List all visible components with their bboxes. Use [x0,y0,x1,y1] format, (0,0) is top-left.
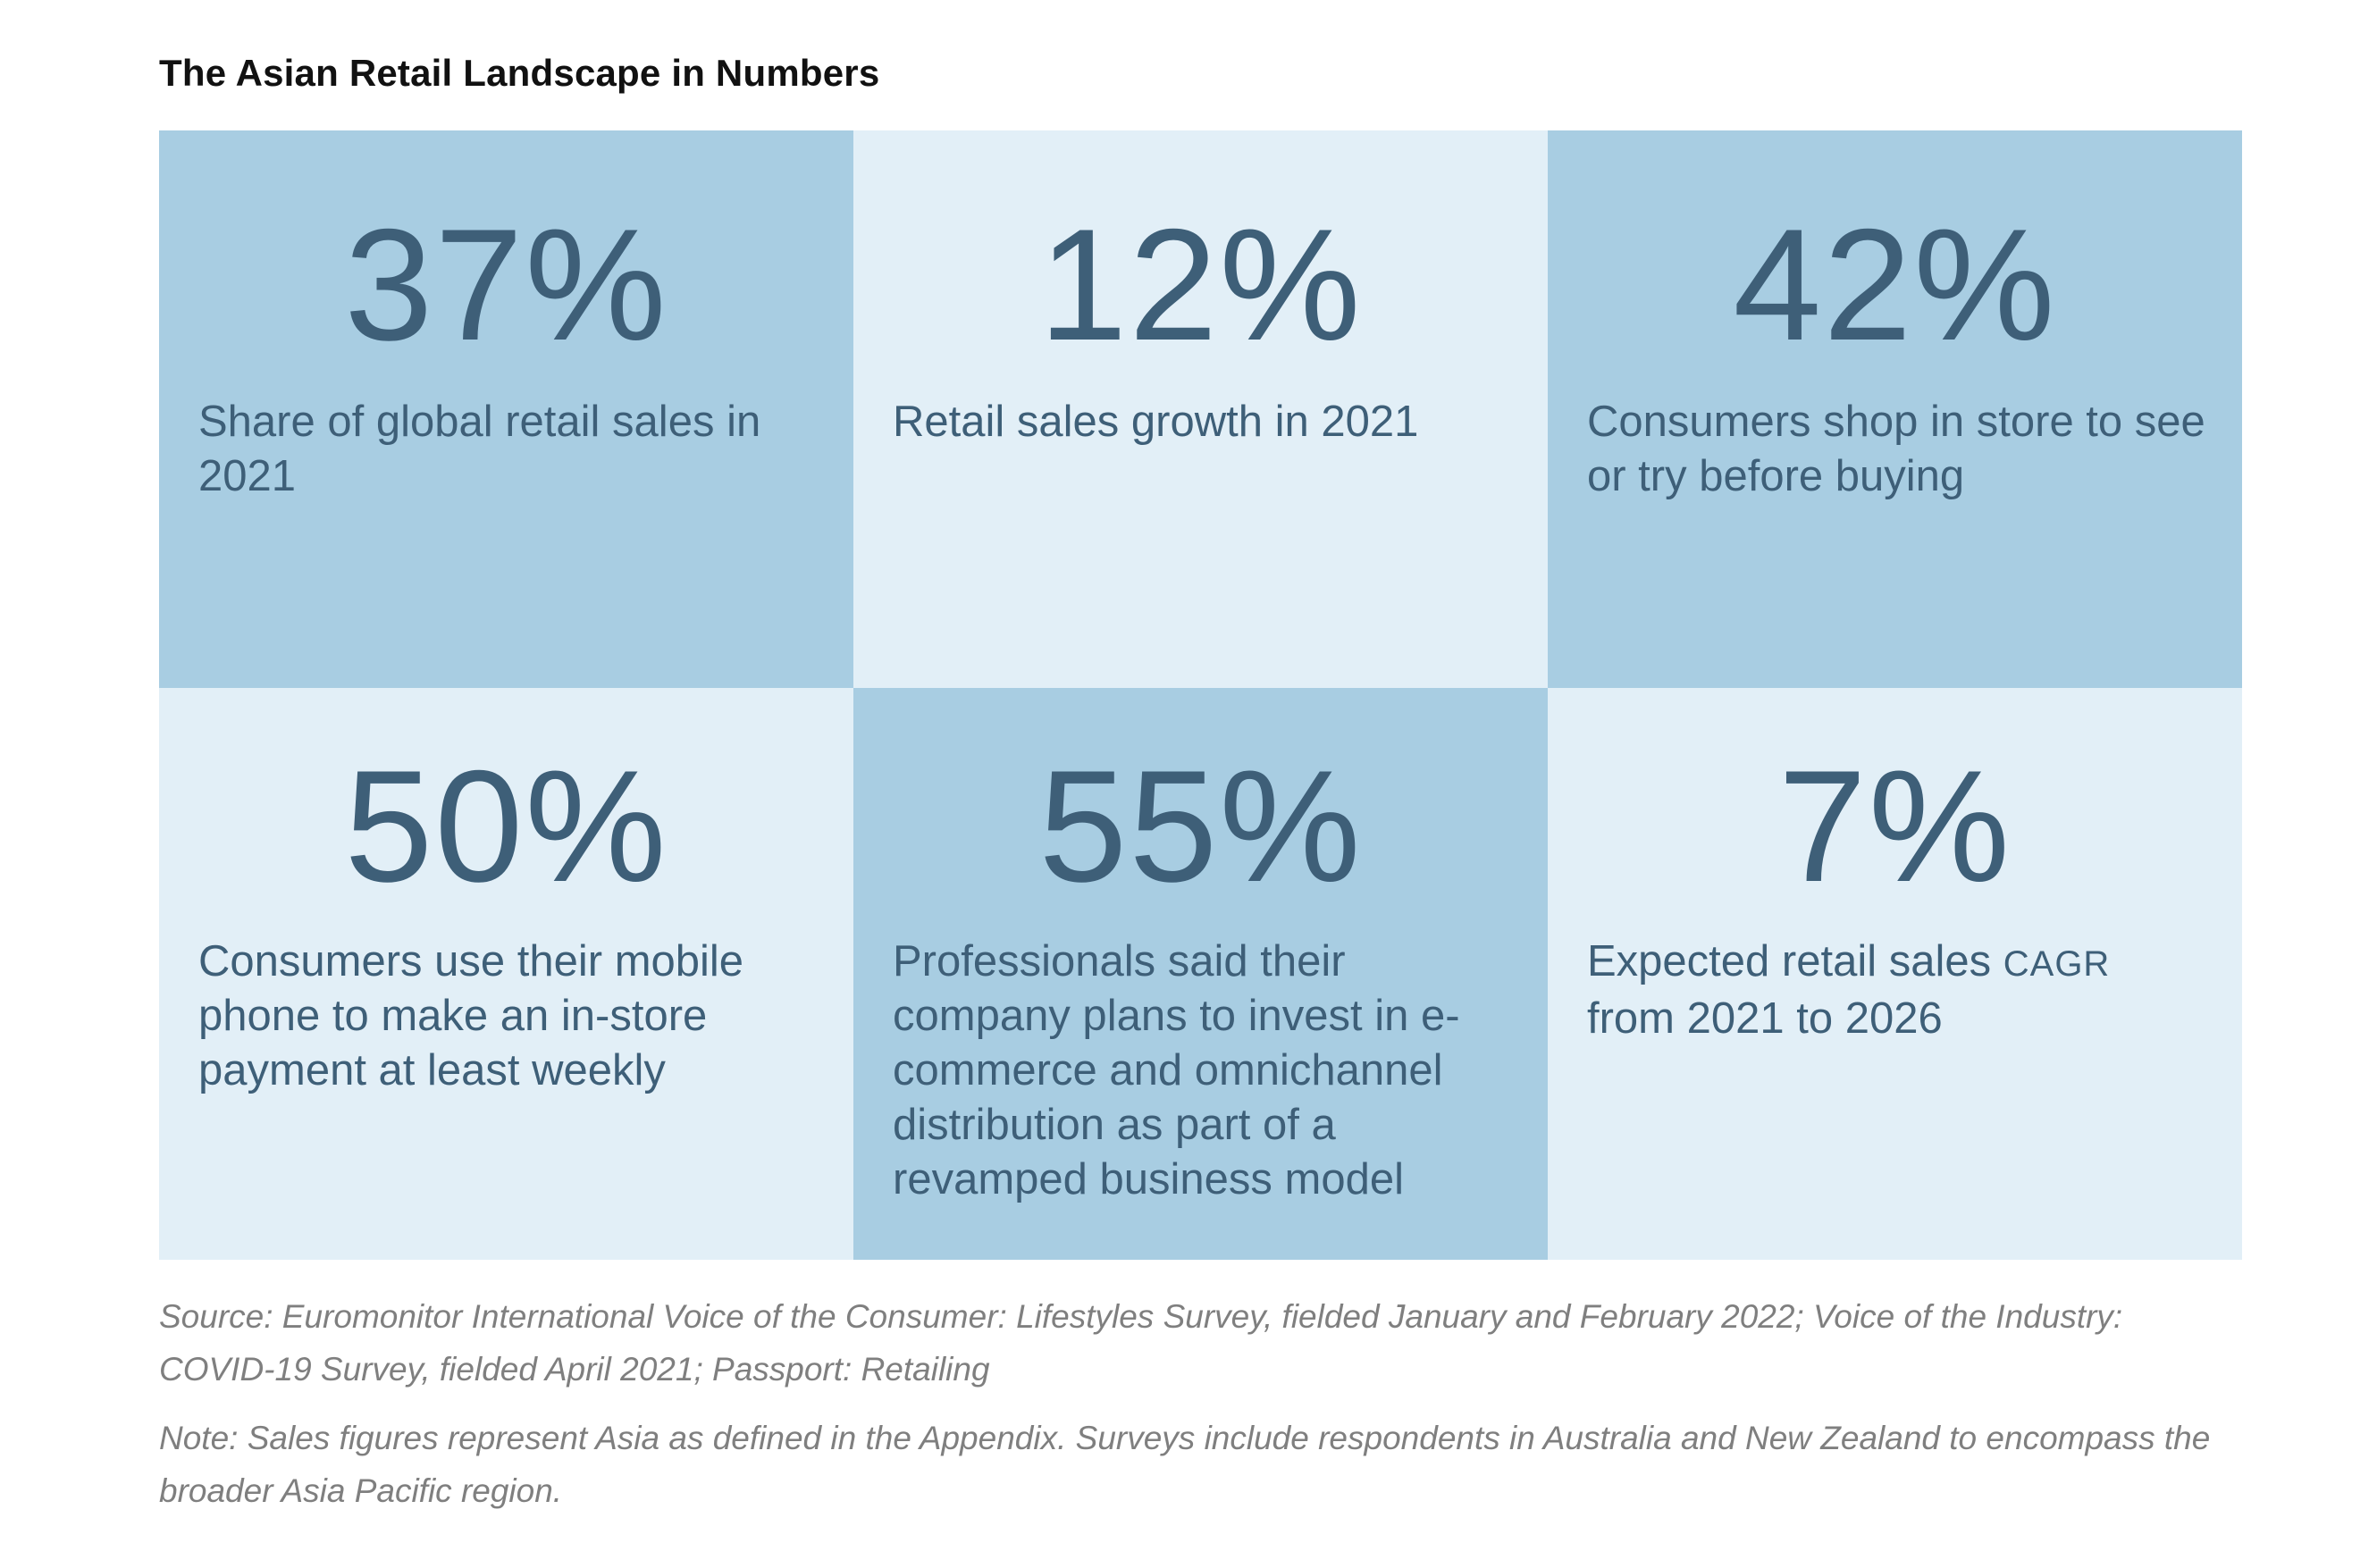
stat-tile-ecommerce-investment: 55% Professionals said their company pla… [853,688,1548,1260]
cagr-abbreviation: CAGR [2003,944,2111,984]
stat-tile-sales-growth: 12% Retail sales growth in 2021 [853,130,1548,688]
stat-label-suffix: from 2021 to 2026 [1587,994,1943,1043]
stat-label: Professionals said their company plans t… [893,937,1460,1203]
stat-label: Retail sales growth in 2021 [893,398,1419,446]
stat-tile-expected-cagr: 7% Expected retail sales CAGR from 2021 t… [1548,688,2242,1260]
stat-value: 42% [1733,196,2057,373]
stat-value: 7% [1777,737,2012,915]
stat-tile-in-store-shopping: 42% Consumers shop in store to see or tr… [1548,130,2242,688]
infographic-title: The Asian Retail Landscape in Numbers [159,52,880,94]
stat-label-prefix: Expected retail sales [1587,937,2003,985]
stat-tile-global-share: 37% Share of global retail sales in 2021 [159,130,853,688]
stat-label: Consumers shop in store to see or try be… [1587,398,2205,500]
stat-label: Consumers use their mobile phone to make… [198,937,744,1094]
methodology-note: Note: Sales figures represent Asia as de… [159,1420,2211,1509]
stat-value: 12% [1038,196,1363,373]
stat-label: Expected retail sales CAGR from 2021 to 2… [1587,935,2210,1046]
stat-value: 50% [344,737,668,915]
stat-value: 37% [344,196,668,373]
stats-grid: 37% Share of global retail sales in 2021… [159,130,2242,1260]
stat-tile-mobile-payment: 50% Consumers use their mobile phone to … [159,688,853,1260]
stat-value: 55% [1038,737,1363,915]
stat-label: Share of global retail sales in 2021 [198,398,761,500]
source-note: Source: Euromonitor International Voice … [159,1298,2123,1388]
